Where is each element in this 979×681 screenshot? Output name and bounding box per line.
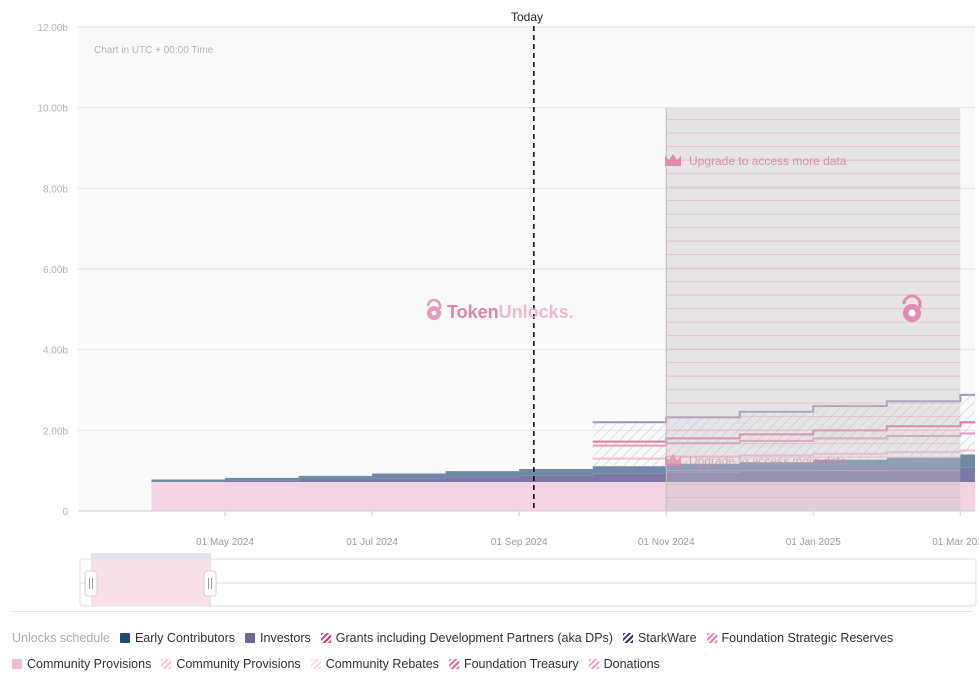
x-tick-label: 01 May 2024 — [196, 537, 254, 548]
legend-item-starkware[interactable]: StarkWare — [622, 631, 697, 645]
legend-label: Investors — [260, 631, 311, 645]
legend-item-community-rebates[interactable]: Community Rebates — [310, 657, 439, 671]
area-community-provisions — [151, 481, 975, 511]
navigator-handle-right[interactable] — [203, 570, 217, 597]
legend-swatch — [622, 633, 633, 643]
legend-swatch — [161, 659, 172, 669]
legend-swatch — [706, 633, 717, 643]
area-investors — [151, 467, 975, 482]
unlock-chart: 0 2.00b 4.00b 6.00b 8.00b 10.00b 12.00b 01 May … — [37, 10, 979, 607]
legend-label: Foundation Strategic Reserves — [721, 631, 894, 645]
lock-icon — [426, 298, 442, 320]
legend-divider — [12, 611, 973, 612]
range-navigator[interactable] — [79, 553, 977, 607]
legend-item-community-provisions[interactable]: Community Provisions — [161, 657, 301, 671]
legend-swatch — [320, 633, 331, 643]
legend-row-1: Unlocks schedule Early Contributors Inves… — [12, 631, 903, 645]
x-tick-label: 01 Jan 2025 — [786, 537, 841, 548]
navigator-window-top — [91, 553, 211, 559]
legend-label: Donations — [603, 657, 660, 671]
legend-label: Foundation Treasury — [463, 657, 579, 671]
y-tick-label: 10.00b — [37, 104, 68, 115]
y-tick-label: 2.00b — [43, 426, 68, 437]
legend-label: Grants including Development Partners (a… — [335, 631, 613, 645]
legend-swatch — [310, 659, 321, 669]
legend-item-foundation-treasury[interactable]: Foundation Treasury — [448, 657, 579, 671]
x-tick-label: 01 Mar 2025 — [932, 537, 979, 548]
legend-label: Early Contributors — [134, 631, 236, 645]
navigator-handle-left[interactable] — [84, 570, 98, 597]
x-tick-label: 01 Nov 2024 — [638, 537, 695, 548]
y-tick-label: 4.00b — [43, 346, 68, 357]
chart-subtitle: Chart in UTC + 00:00 Time — [94, 45, 214, 56]
upgrade-text-top: Upgrade to access more data — [689, 154, 847, 168]
x-tick-label: 01 Jul 2024 — [346, 537, 398, 548]
y-tick-label: 12.00b — [37, 23, 68, 34]
legend-title: Unlocks schedule — [12, 631, 110, 645]
legend-item-investors[interactable]: Investors — [245, 631, 311, 645]
legend-label: Community Rebates — [325, 657, 439, 671]
legend-item-early-contributors[interactable]: Early Contributors — [119, 631, 236, 645]
x-tick-label: 01 Sep 2024 — [491, 537, 548, 548]
legend-item-grants-including-development-partners-aka-dps-[interactable]: Grants including Development Partners (a… — [320, 631, 613, 645]
legend-swatch — [448, 659, 459, 669]
watermark-text: TokenUnlocks. — [447, 302, 574, 322]
crown-icon — [665, 454, 681, 466]
lock-icon-right — [902, 294, 922, 322]
upgrade-banner-top[interactable]: Upgrade to access more data — [665, 154, 847, 168]
y-tick-label: 0 — [62, 507, 68, 518]
upgrade-banner-bottom[interactable]: Upgrade to access more data — [665, 454, 847, 468]
watermark-logo: TokenUnlocks. — [426, 298, 574, 322]
legend-swatch — [12, 659, 22, 669]
upgrade-text-bottom: Upgrade to access more data — [689, 454, 847, 468]
legend-swatch — [119, 633, 130, 643]
navigator-window[interactable] — [91, 559, 211, 606]
y-tick-label: 6.00b — [43, 265, 68, 276]
area-early-contributors — [151, 454, 975, 482]
legend-item-community-provisions[interactable]: Community Provisions — [12, 657, 151, 671]
legend-swatch — [245, 633, 256, 643]
legend-item-donations[interactable]: Donations — [588, 657, 660, 671]
watermark-suffix: Unlocks. — [499, 302, 574, 322]
legend-swatch — [588, 659, 599, 669]
crown-icon — [665, 154, 681, 166]
legend-item-foundation-strategic-reserves[interactable]: Foundation Strategic Reserves — [706, 631, 894, 645]
legend-label: StarkWare — [637, 631, 697, 645]
legend-row-2: Community Provisions Community Provisions… — [12, 657, 670, 671]
y-tick-label: 8.00b — [43, 184, 68, 195]
legend-label: Community Provisions — [27, 657, 152, 671]
today-label: Today — [511, 10, 543, 24]
watermark-prefix: Token — [447, 302, 499, 322]
legend-label: Community Provisions — [176, 657, 301, 671]
